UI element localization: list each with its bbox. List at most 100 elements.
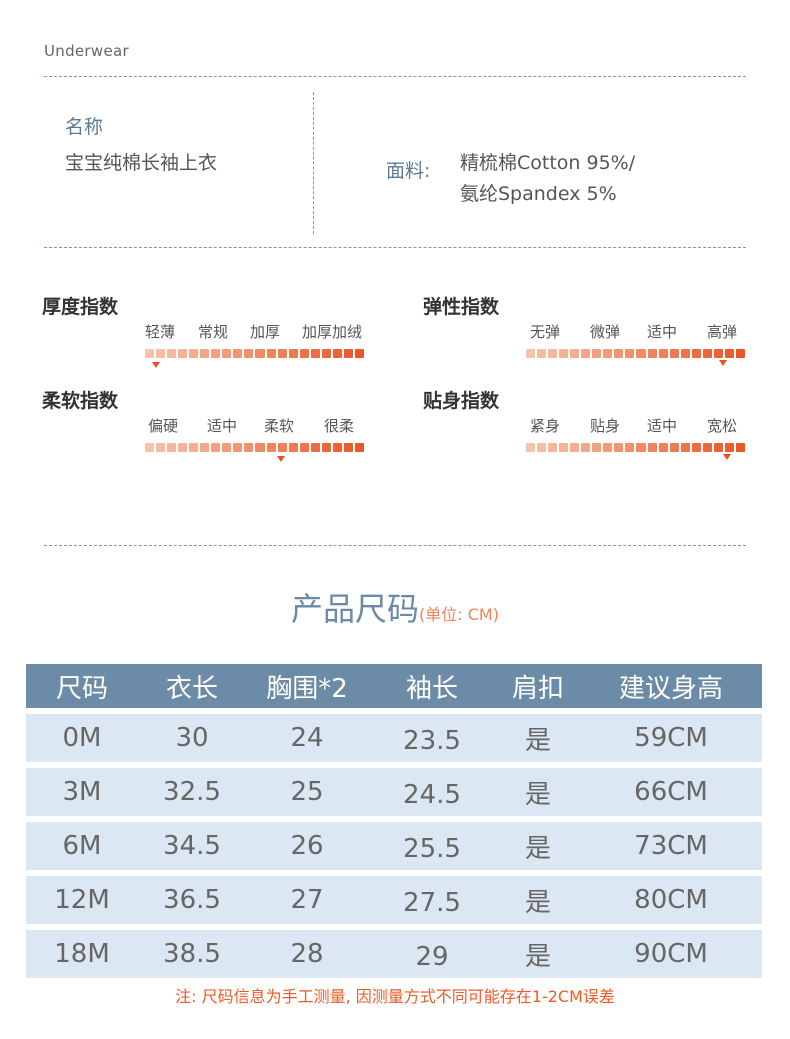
bar-segment (735, 349, 745, 358)
table-row: 12M 36.5 27 27.5 是 80CM (26, 876, 762, 924)
index-elasticity: 弹性指数 无弹 微弹 适中 高弹 (423, 292, 753, 372)
bar-segment (570, 443, 580, 452)
bar-segment (167, 443, 177, 452)
table-cell: 36.5 (138, 876, 246, 924)
table-row: 3M 32.5 25 24.5 是 66CM (26, 768, 762, 816)
bar-segment (680, 443, 690, 452)
table-cell: 12M (26, 876, 138, 924)
divider-vertical (313, 92, 314, 234)
index-option: 常规 (198, 323, 229, 341)
table-cell: 80CM (580, 876, 762, 924)
table-cell: 25.5 (368, 822, 496, 870)
brand-label: Underwear (44, 42, 129, 60)
index-option: 贴身 (590, 417, 621, 435)
size-table: 尺码 衣长 胸围*2 袖长 肩扣 建议身高 0M 30 24 23.5 是 59CM 3M 3… (26, 658, 762, 984)
index-option: 适中 (207, 417, 238, 435)
index-marker (276, 456, 285, 462)
table-cell: 是 (496, 768, 580, 816)
bar-segment (266, 349, 276, 358)
bar-segment (167, 349, 177, 358)
bar-segment (233, 443, 243, 452)
measurement-note: 注: 尺码信息为手工测量, 因测量方式不同可能存在1-2CM误差 (175, 987, 615, 1006)
index-fit: 贴身指数 紧身 贴身 适中 宽松 (423, 386, 753, 466)
bar-segment (647, 443, 657, 452)
bar-segment (178, 443, 188, 452)
index-option: 加厚 (250, 323, 281, 341)
index-option: 柔软 (264, 417, 295, 435)
bar-segment (354, 349, 364, 358)
table-cell: 90CM (580, 930, 762, 978)
bar-segment (669, 443, 679, 452)
divider-top (44, 76, 746, 77)
table-cell: 是 (496, 876, 580, 924)
bar-segment (603, 349, 613, 358)
table-cell: 29 (368, 930, 496, 978)
bar-segment (526, 443, 536, 452)
table-cell: 27.5 (368, 876, 496, 924)
size-section-title: 产品尺码 (291, 590, 420, 628)
bar-segment (299, 443, 309, 452)
bar-segment (735, 443, 745, 452)
index-bar (145, 349, 364, 358)
index-option: 宽松 (707, 417, 738, 435)
bar-segment (211, 349, 221, 358)
bar-segment (559, 349, 569, 358)
bar-segment (321, 349, 331, 358)
bar-segment (680, 349, 690, 358)
index-bar (526, 349, 745, 358)
table-row: 18M 38.5 28 29 是 90CM (26, 930, 762, 978)
bar-segment (592, 349, 602, 358)
bar-segment (581, 443, 591, 452)
index-bar (145, 443, 364, 452)
bar-segment (548, 443, 558, 452)
material-line-2: 氨纶Spandex 5% (460, 183, 617, 205)
bar-segment (222, 443, 232, 452)
bar-segment (156, 349, 166, 358)
bar-segment (200, 443, 210, 452)
header-height: 建议身高 (580, 664, 762, 708)
index-option: 适中 (647, 323, 678, 341)
index-title: 贴身指数 (423, 390, 500, 412)
bar-segment (145, 443, 155, 452)
bar-segment (233, 349, 243, 358)
table-cell: 18M (26, 930, 138, 978)
bar-segment (592, 443, 602, 452)
index-option: 紧身 (530, 417, 561, 435)
index-option: 无弹 (530, 323, 561, 341)
table-cell: 59CM (580, 714, 762, 762)
bar-segment (189, 443, 199, 452)
bar-segment (178, 349, 188, 358)
bar-segment (713, 349, 723, 358)
index-softness: 柔软指数 偏硬 适中 柔软 很柔 (42, 386, 372, 466)
index-title: 弹性指数 (423, 296, 500, 318)
material-label: 面料: (386, 160, 431, 182)
table-row: 0M 30 24 23.5 是 59CM (26, 714, 762, 762)
bar-segment (343, 349, 353, 358)
index-option: 轻薄 (145, 323, 176, 341)
table-cell: 24 (246, 714, 368, 762)
table-cell: 25 (246, 768, 368, 816)
header-shoulder-button: 肩扣 (496, 664, 580, 708)
bar-segment (255, 349, 265, 358)
index-bar (526, 443, 745, 452)
bar-segment (321, 443, 331, 452)
bar-segment (548, 349, 558, 358)
index-marker (151, 362, 160, 368)
bar-segment (625, 349, 635, 358)
bar-segment (625, 443, 635, 452)
bar-segment (614, 443, 624, 452)
bar-segment (266, 443, 276, 452)
table-cell: 66CM (580, 768, 762, 816)
material-line-1: 精梳棉Cotton 95%/ (460, 152, 636, 174)
table-cell: 32.5 (138, 768, 246, 816)
index-option: 加厚加绒 (302, 323, 363, 341)
bar-segment (526, 349, 536, 358)
bar-segment (636, 349, 646, 358)
table-cell: 0M (26, 714, 138, 762)
bar-segment (288, 443, 298, 452)
bar-segment (581, 349, 591, 358)
divider-mid (44, 247, 746, 248)
bar-segment (255, 443, 265, 452)
table-cell: 38.5 (138, 930, 246, 978)
bar-segment (647, 349, 657, 358)
